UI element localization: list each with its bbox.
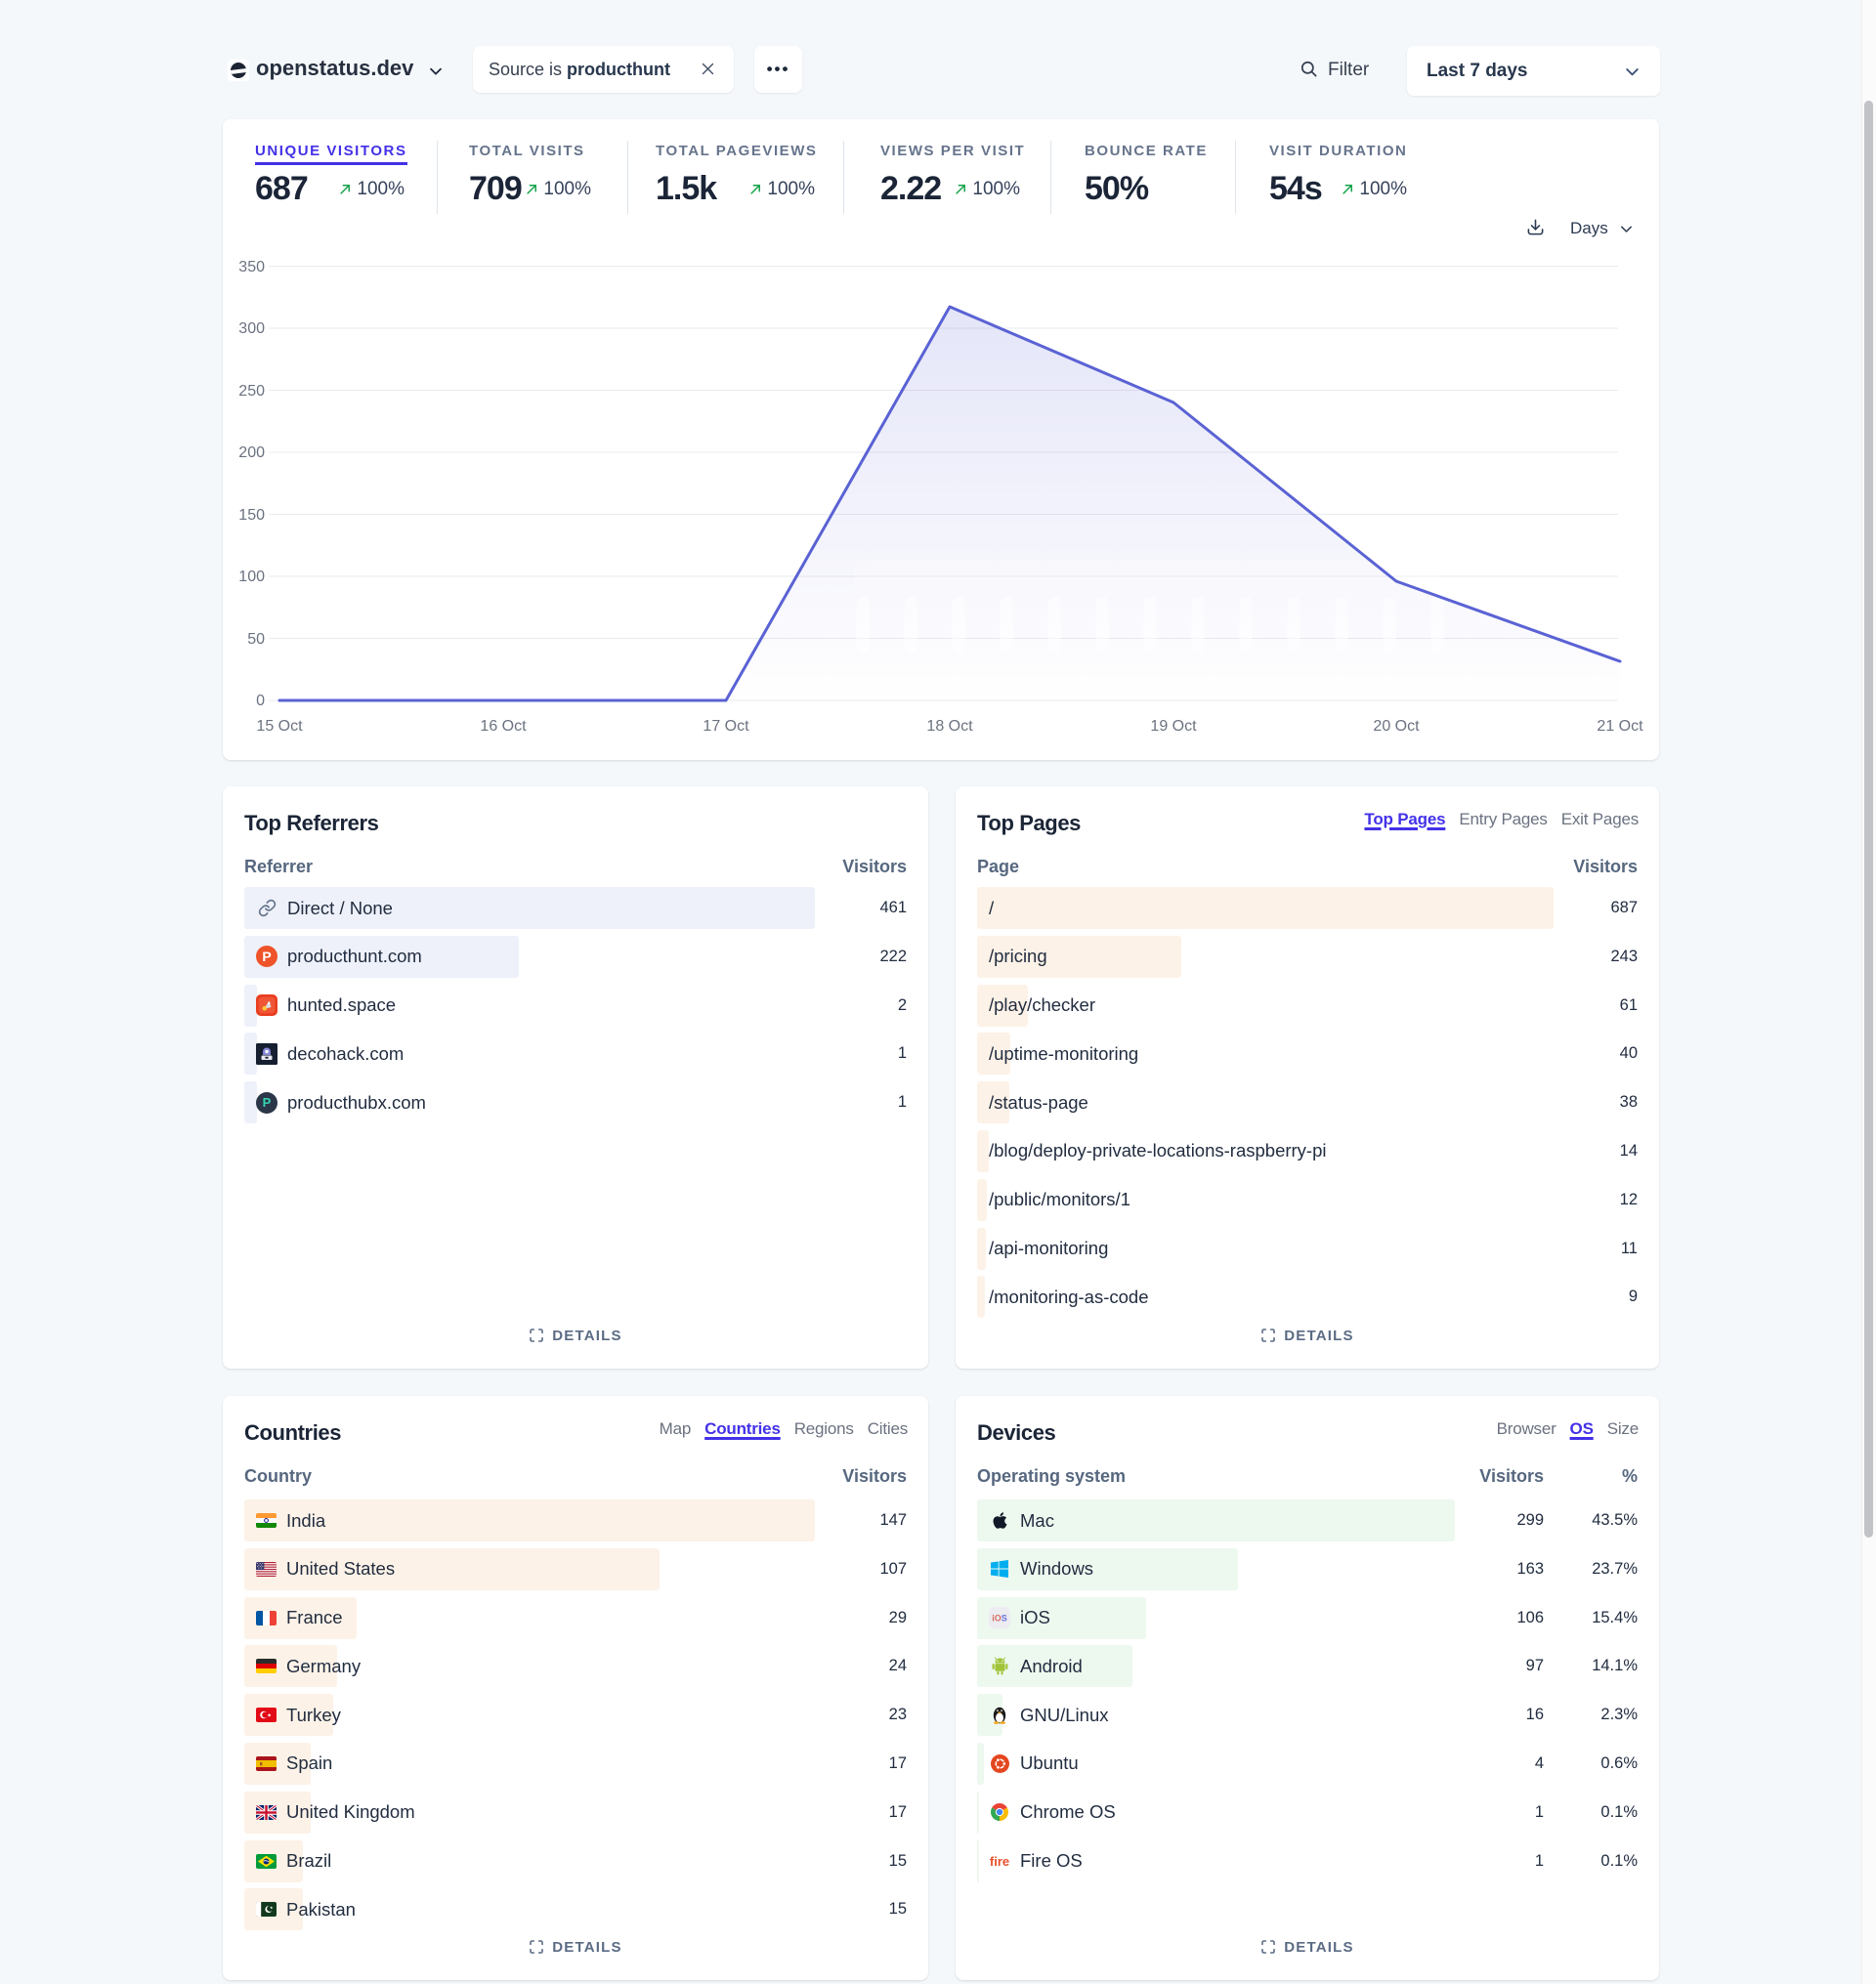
svg-text:0: 0 — [256, 693, 265, 709]
svg-text:250: 250 — [238, 383, 265, 400]
svg-text:20 Oct: 20 Oct — [1373, 718, 1420, 735]
svg-text:16 Oct: 16 Oct — [480, 718, 527, 735]
svg-text:200: 200 — [238, 444, 265, 461]
svg-text:300: 300 — [238, 320, 265, 337]
svg-text:iOS: iOS — [992, 1614, 1007, 1624]
svg-text:50: 50 — [247, 631, 265, 648]
svg-text:18 Oct: 18 Oct — [926, 718, 973, 735]
svg-text:21 Oct: 21 Oct — [1597, 718, 1643, 735]
svg-text:15 Oct: 15 Oct — [256, 718, 303, 735]
svg-text:350: 350 — [238, 259, 265, 275]
svg-text:100: 100 — [238, 569, 265, 585]
svg-text:17 Oct: 17 Oct — [703, 718, 749, 735]
svg-text:150: 150 — [238, 507, 265, 524]
svg-text:19 Oct: 19 Oct — [1150, 718, 1197, 735]
